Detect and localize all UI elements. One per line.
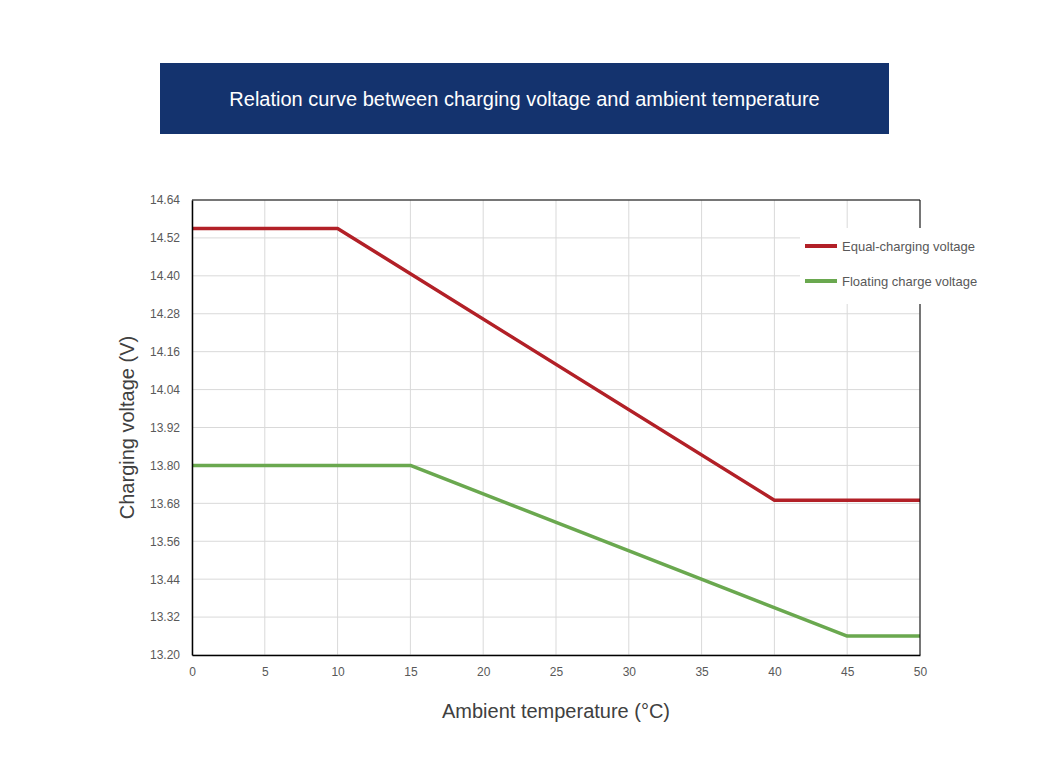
y-tick: 14.28	[150, 307, 192, 321]
frame-top	[192, 200, 920, 201]
x-axis-line	[193, 655, 921, 657]
y-tick: 13.32	[150, 610, 192, 624]
y-tick-label: 14.28	[150, 307, 180, 321]
legend-label: Equal-charging voltage	[842, 239, 975, 254]
grid-line-x	[192, 200, 193, 655]
y-tick: 14.64	[150, 193, 192, 207]
x-tick-label: 40	[768, 665, 782, 679]
x-tick-label: 45	[841, 665, 855, 679]
grid-line-y	[192, 200, 920, 201]
x-tick-label: 30	[623, 665, 637, 679]
y-tick: 14.16	[150, 345, 192, 359]
y-tick: 14.40	[150, 269, 192, 283]
x-tick: 15	[404, 655, 418, 679]
x-tick-label: 5	[262, 665, 269, 679]
chart-title: Relation curve between charging voltage …	[229, 88, 819, 110]
grid-line-y	[192, 313, 920, 314]
y-tick-label: 14.64	[150, 193, 180, 207]
y-tick: 14.04	[150, 383, 192, 397]
x-tick: 10	[331, 655, 345, 679]
y-axis-title: Charging voltage (V)	[116, 336, 138, 519]
grid-line-y	[192, 655, 920, 656]
y-tick: 13.68	[150, 497, 192, 511]
x-tick-label: 25	[550, 665, 564, 679]
grid-line-y	[192, 541, 920, 542]
y-tick-label: 13.32	[150, 610, 180, 624]
legend-label: Floating charge voltage	[842, 274, 977, 289]
y-tick: 14.52	[150, 231, 192, 245]
legend: Equal-charging voltage Floating charge vo…	[800, 228, 1000, 304]
x-tick-label: 35	[695, 665, 709, 679]
y-tick: 13.44	[150, 573, 192, 587]
legend-swatch	[805, 244, 837, 248]
y-tick: 13.56	[150, 535, 192, 549]
grid-line-y	[192, 389, 920, 390]
series-line	[192, 465, 920, 636]
x-tick: 20	[477, 655, 491, 679]
y-tick-label: 13.56	[150, 535, 180, 549]
x-tick: 45	[841, 655, 855, 679]
x-axis: 0 5 10 15 20 25 30 35 40 45 50	[189, 655, 927, 679]
grid-line-y	[192, 351, 920, 352]
x-tick-label: 15	[404, 665, 418, 679]
x-tick: 50	[914, 655, 928, 679]
y-tick: 13.92	[150, 421, 192, 435]
legend-box	[800, 228, 1000, 304]
x-tick: 0	[189, 655, 196, 679]
y-tick-label: 13.68	[150, 497, 180, 511]
grid-line-y	[192, 427, 920, 428]
y-axis-line	[192, 201, 194, 656]
y-tick: 13.80	[150, 459, 192, 473]
x-tick: 5	[262, 655, 269, 679]
y-tick-label: 13.80	[150, 459, 180, 473]
x-tick: 25	[550, 655, 564, 679]
chart: Relation curve between charging voltage …	[0, 0, 1041, 775]
y-tick-label: 14.40	[150, 269, 180, 283]
x-tick: 30	[623, 655, 637, 679]
legend-swatch	[805, 279, 837, 283]
x-tick: 40	[768, 655, 782, 679]
y-tick-label: 13.20	[150, 648, 180, 662]
grid-line-y	[192, 617, 920, 618]
y-tick-label: 13.44	[150, 573, 180, 587]
x-tick-label: 20	[477, 665, 491, 679]
grid-line-y	[192, 503, 920, 504]
y-tick-label: 14.16	[150, 345, 180, 359]
y-tick-label: 13.92	[150, 421, 180, 435]
y-tick-label: 14.52	[150, 231, 180, 245]
x-tick-label: 50	[914, 665, 928, 679]
title-banner	[160, 63, 889, 134]
x-tick: 35	[695, 655, 709, 679]
grid-line-y	[192, 579, 920, 580]
y-tick-label: 14.04	[150, 383, 180, 397]
x-tick-label: 10	[331, 665, 345, 679]
y-axis: 13.20 13.32 13.44 13.56 13.68 13.80 13.92 14.04…	[150, 193, 193, 662]
x-tick-label: 0	[189, 665, 196, 679]
y-tick: 13.20	[150, 648, 192, 662]
x-axis-title: Ambient temperature (°C)	[442, 700, 670, 722]
